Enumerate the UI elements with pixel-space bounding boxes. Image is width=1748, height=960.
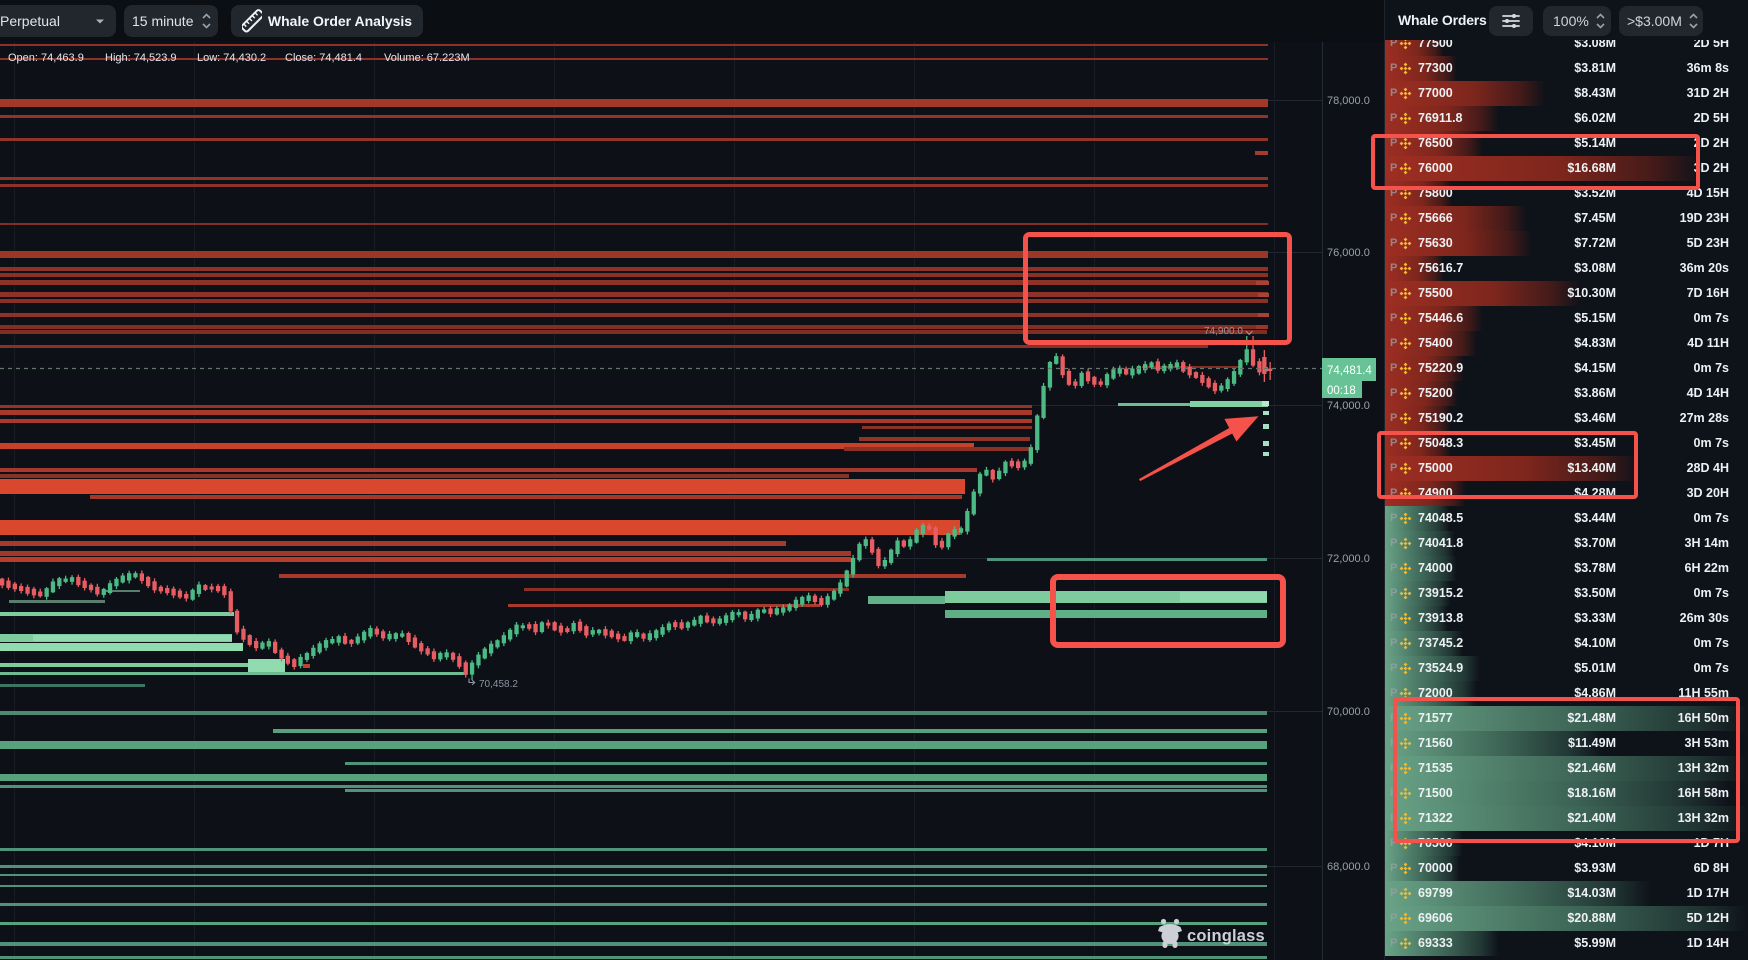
svg-text:00:18: 00:18 (1327, 385, 1356, 397)
svg-text:coinglass: coinglass (1187, 927, 1265, 945)
svg-text:Open: 74,463.9: Open: 74,463.9 (8, 52, 84, 64)
svg-text:High: 74,523.9: High: 74,523.9 (105, 52, 177, 64)
svg-text:74,900.0: 74,900.0 (1204, 326, 1243, 337)
svg-text:72,000.0: 72,000.0 (1327, 553, 1370, 565)
svg-text:76,000.0: 76,000.0 (1327, 247, 1370, 259)
svg-text:78,000.0: 78,000.0 (1327, 95, 1370, 107)
svg-text:68,000.0: 68,000.0 (1327, 861, 1370, 873)
svg-text:Low: 74,430.2: Low: 74,430.2 (197, 52, 266, 64)
svg-text:74,000.0: 74,000.0 (1327, 400, 1370, 412)
svg-text:70,000.0: 70,000.0 (1327, 706, 1370, 718)
svg-text:Volume: 67.223M: Volume: 67.223M (384, 52, 470, 64)
svg-text:74,481.4: 74,481.4 (1327, 365, 1372, 377)
svg-text:Close: 74,481.4: Close: 74,481.4 (285, 52, 362, 64)
svg-text:70,458.2: 70,458.2 (479, 679, 518, 690)
